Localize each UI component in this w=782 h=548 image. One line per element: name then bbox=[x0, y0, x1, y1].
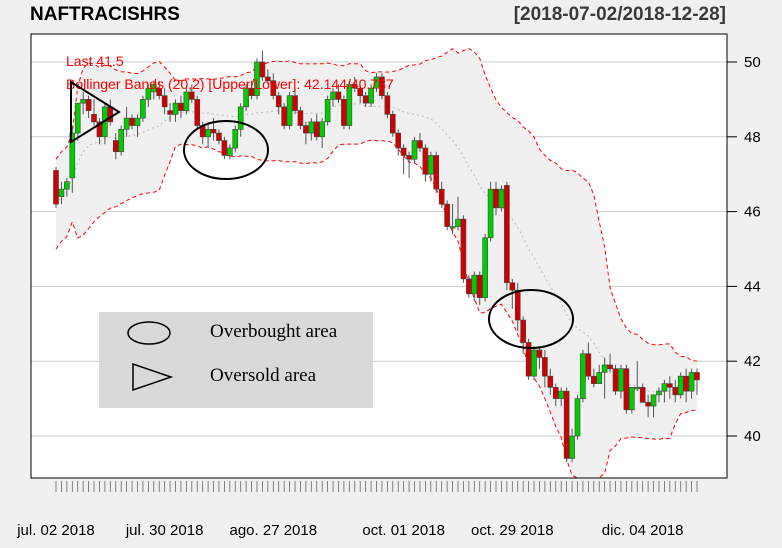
x-axis: jul. 02 2018 jul. 30 2018 ago. 27 2018 oct.… bbox=[16, 481, 698, 539]
oversold-triangle bbox=[70, 80, 121, 144]
svg-text:46: 46 bbox=[744, 204, 761, 221]
svg-text:dic. 04 2018: dic. 04 2018 bbox=[602, 522, 684, 539]
svg-text:40: 40 bbox=[744, 428, 761, 445]
legend-item-oversold: Oversold area bbox=[99, 362, 373, 392]
overbought-ellipse-1 bbox=[183, 120, 269, 180]
svg-text:jul. 30 2018: jul. 30 2018 bbox=[125, 522, 204, 539]
legend-label-oversold: Oversold area bbox=[210, 365, 317, 386]
svg-text:ago. 27 2018: ago. 27 2018 bbox=[229, 522, 317, 539]
gridlines bbox=[31, 61, 727, 437]
svg-text:oct. 01 2018: oct. 01 2018 bbox=[362, 522, 445, 539]
svg-text:44: 44 bbox=[744, 278, 761, 295]
date-range: [2018-07-02/2018-12-28] bbox=[513, 4, 726, 25]
bbands-label: Bollinger Bands (20,2) [Upper/Lower]: 42… bbox=[66, 76, 394, 92]
svg-text:50: 50 bbox=[744, 54, 761, 71]
ellipse-icon bbox=[127, 321, 171, 345]
svg-text:jul. 02 2018: jul. 02 2018 bbox=[16, 522, 95, 539]
triangle-icon bbox=[132, 362, 174, 392]
legend: Overbought area Oversold area bbox=[99, 312, 373, 408]
svg-text:48: 48 bbox=[744, 129, 761, 146]
svg-text:oct. 29 2018: oct. 29 2018 bbox=[471, 522, 554, 539]
candles bbox=[53, 50, 700, 463]
plot-border bbox=[30, 33, 728, 479]
legend-label-overbought: Overbought area bbox=[210, 321, 338, 342]
overbought-ellipse-2 bbox=[488, 289, 574, 349]
svg-text:42: 42 bbox=[744, 353, 761, 370]
legend-item-overbought: Overbought area bbox=[99, 318, 373, 348]
bollinger-upper-line bbox=[55, 47, 698, 362]
last-value-label: Last 41.5 bbox=[66, 53, 124, 69]
chart-title: NAFTRACISHRS bbox=[30, 4, 180, 25]
y-axis: 40 42 44 46 48 50 bbox=[727, 54, 761, 445]
